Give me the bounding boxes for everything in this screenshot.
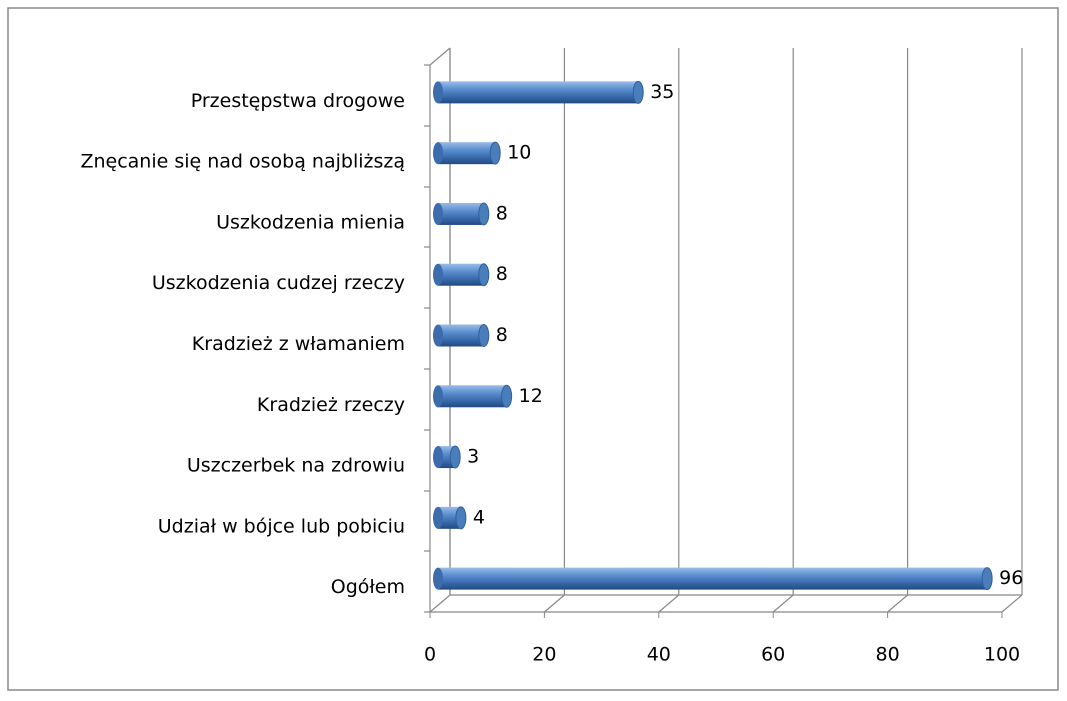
x-tick-label: 0: [424, 644, 436, 666]
value-label: 8: [496, 202, 508, 224]
value-label: 10: [507, 142, 531, 164]
bar-end-cap: [478, 324, 490, 347]
bar-start-cap: [433, 506, 443, 529]
bar: [438, 385, 507, 408]
bar: [438, 81, 639, 104]
floor-line: [429, 594, 451, 613]
bar-end-cap: [981, 567, 993, 591]
bar-start-cap: [433, 446, 443, 469]
bar-end-cap: [632, 80, 644, 104]
bar-end-cap: [478, 263, 490, 287]
floor-line: [1001, 594, 1023, 613]
bar: [438, 506, 461, 529]
y-tick-label: Ogółem: [331, 576, 405, 598]
floor-line: [544, 594, 565, 613]
bar-start-cap: [433, 567, 443, 590]
bar-end-cap: [478, 202, 490, 226]
value-label: 3: [467, 446, 479, 468]
bar-start-cap: [433, 385, 443, 408]
value-label: 12: [519, 385, 543, 407]
y-tick-label: Uszkodzenia cudzej rzeczy: [152, 272, 405, 294]
bar: [438, 202, 484, 225]
y-tick-label: Uszczerbek na zdrowiu: [187, 455, 405, 477]
value-label: 4: [473, 506, 485, 528]
x-tick-label: 100: [984, 644, 1020, 666]
y-tick-label: Znęcanie się nad osobą najbliższą: [80, 151, 405, 173]
bar-start-cap: [433, 324, 443, 347]
bar: [438, 142, 496, 165]
y-tick-label: Udział w bójce lub pobiciu: [158, 515, 405, 537]
floor-line: [887, 594, 908, 613]
bar-start-cap: [433, 263, 443, 286]
bar: [438, 263, 484, 286]
bar: [438, 567, 988, 590]
bar-end-cap: [489, 141, 501, 165]
bar: [438, 324, 484, 347]
value-label: 8: [496, 263, 508, 285]
bar-end-cap: [449, 445, 461, 469]
x-tick-label: 80: [876, 644, 900, 666]
bar-start-cap: [433, 81, 443, 104]
x-tick-label: 40: [647, 644, 671, 666]
bar-start-cap: [433, 142, 443, 165]
floor-line: [658, 594, 680, 613]
y-tick-label: Kradzież z włamaniem: [192, 333, 405, 355]
x-tick-label: 60: [761, 644, 785, 666]
value-label: 35: [650, 81, 674, 103]
value-label: 8: [496, 324, 508, 346]
y-tick-label: Kradzież rzeczy: [257, 394, 405, 416]
floor-line: [772, 594, 794, 613]
bar-end-cap: [501, 384, 513, 408]
x-tick-label: 20: [532, 644, 556, 666]
y-tick-label: Przestępstwa drogowe: [191, 90, 405, 112]
bar-end-cap: [455, 506, 467, 530]
bar-start-cap: [433, 202, 443, 225]
y-tick-label: Uszkodzenia mienia: [216, 211, 405, 233]
value-label: 96: [999, 567, 1023, 589]
